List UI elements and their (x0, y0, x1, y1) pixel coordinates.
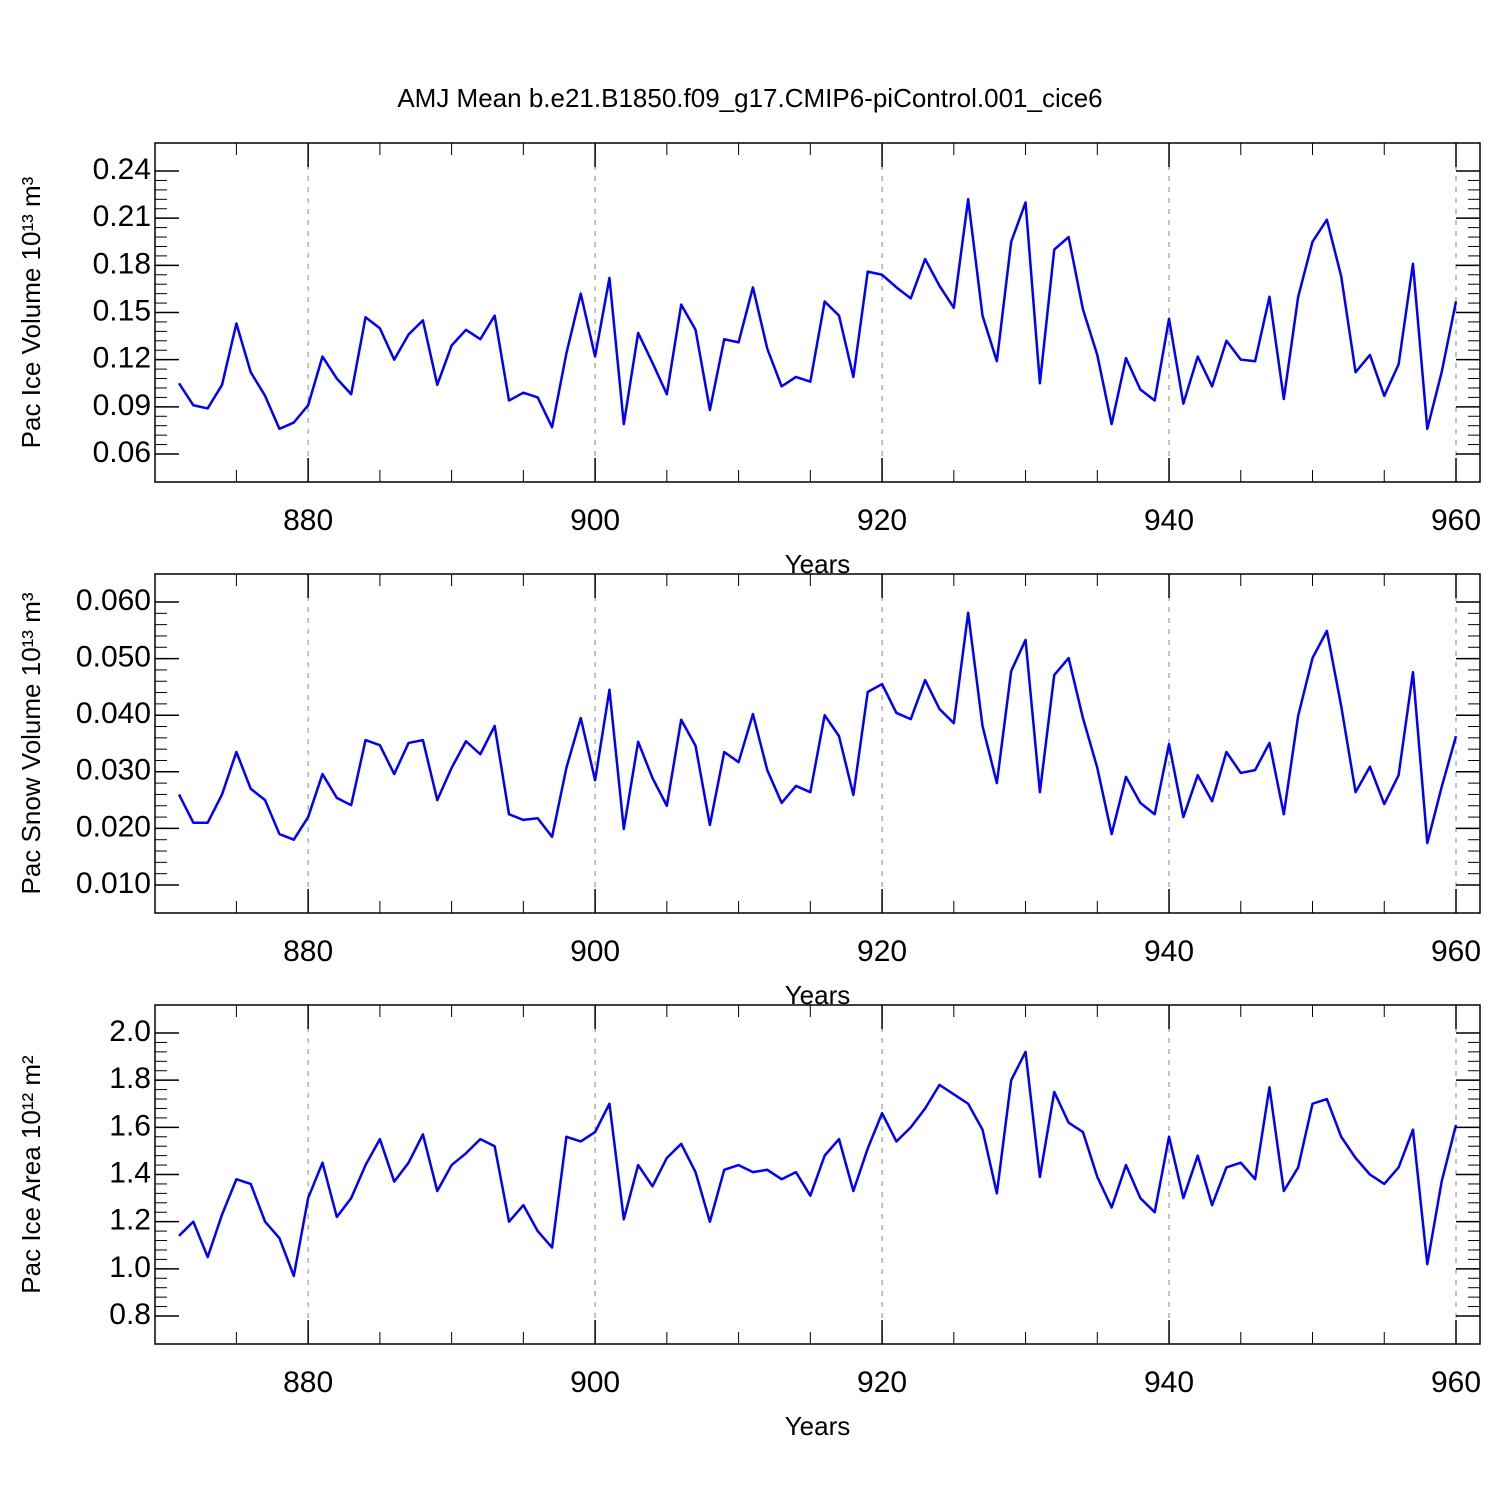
panel: 880 900 920 940 960 0.010 0.020 0.030 0.040 0.050… (16, 573, 1481, 1010)
y-tick-label: 1.2 (109, 1204, 151, 1237)
y-tick-label: 1.4 (109, 1156, 151, 1189)
x-tick-label: 940 (1144, 935, 1194, 968)
x-tick-label: 920 (857, 1366, 907, 1399)
y-tick-label: 1.0 (109, 1251, 151, 1284)
x-tick-label: 920 (857, 504, 907, 537)
y-tick-label: 0.21 (93, 200, 151, 233)
y-tick-label: 0.020 (76, 810, 151, 843)
data-line (177, 611, 1458, 845)
y-tick-label: 0.15 (93, 294, 151, 327)
y-tick-label: 0.040 (76, 697, 151, 730)
x-tick-label: 960 (1431, 1366, 1481, 1399)
y-axis-label: Pac Ice Area 10¹² m² (16, 1055, 46, 1294)
x-tick-label: 940 (1144, 1366, 1194, 1399)
y-tick-label: 1.8 (109, 1062, 151, 1095)
x-tick-label: 940 (1144, 504, 1194, 537)
y-tick-label: 0.050 (76, 641, 151, 674)
y-tick-label: 0.06 (93, 436, 151, 469)
y-tick-label: 0.060 (76, 584, 151, 617)
figure-title: AMJ Mean b.e21.B1850.f09_g17.CMIP6-piCon… (397, 83, 1102, 113)
data-line (177, 198, 1458, 431)
x-tick-label: 900 (570, 504, 620, 537)
x-tick-label: 960 (1431, 504, 1481, 537)
y-tick-label: 1.6 (109, 1109, 151, 1142)
x-tick-label: 880 (283, 1366, 333, 1399)
panel: 880 900 920 940 960 0.8 1.0 1.2 1.4 1.6 1.8 2.0 Year… (16, 1004, 1481, 1441)
panel: 880 900 920 940 960 0.06 0.09 0.12 0.15 0.18 0.21 0… (16, 142, 1481, 579)
plot-frame (154, 573, 1481, 914)
x-tick-label: 900 (570, 1366, 620, 1399)
y-tick-label: 0.18 (93, 247, 151, 280)
y-tick-label: 0.010 (76, 867, 151, 900)
y-tick-label: 0.030 (76, 754, 151, 787)
y-tick-label: 0.09 (93, 389, 151, 422)
x-tick-label: 960 (1431, 935, 1481, 968)
y-axis-label: Pac Ice Volume 10¹³ m³ (16, 176, 46, 448)
y-axis-label: Pac Snow Volume 10¹³ m³ (16, 592, 46, 894)
x-tick-label: 880 (283, 504, 333, 537)
data-line (178, 1050, 1458, 1278)
y-tick-label: 0.8 (109, 1298, 151, 1331)
y-tick-label: 0.12 (93, 342, 151, 375)
y-tick-label: 2.0 (109, 1015, 151, 1048)
x-tick-label: 920 (857, 935, 907, 968)
x-tick-label: 880 (283, 935, 333, 968)
x-axis-label: Years (785, 1411, 851, 1441)
x-tick-label: 900 (570, 935, 620, 968)
y-tick-label: 0.24 (93, 153, 151, 186)
